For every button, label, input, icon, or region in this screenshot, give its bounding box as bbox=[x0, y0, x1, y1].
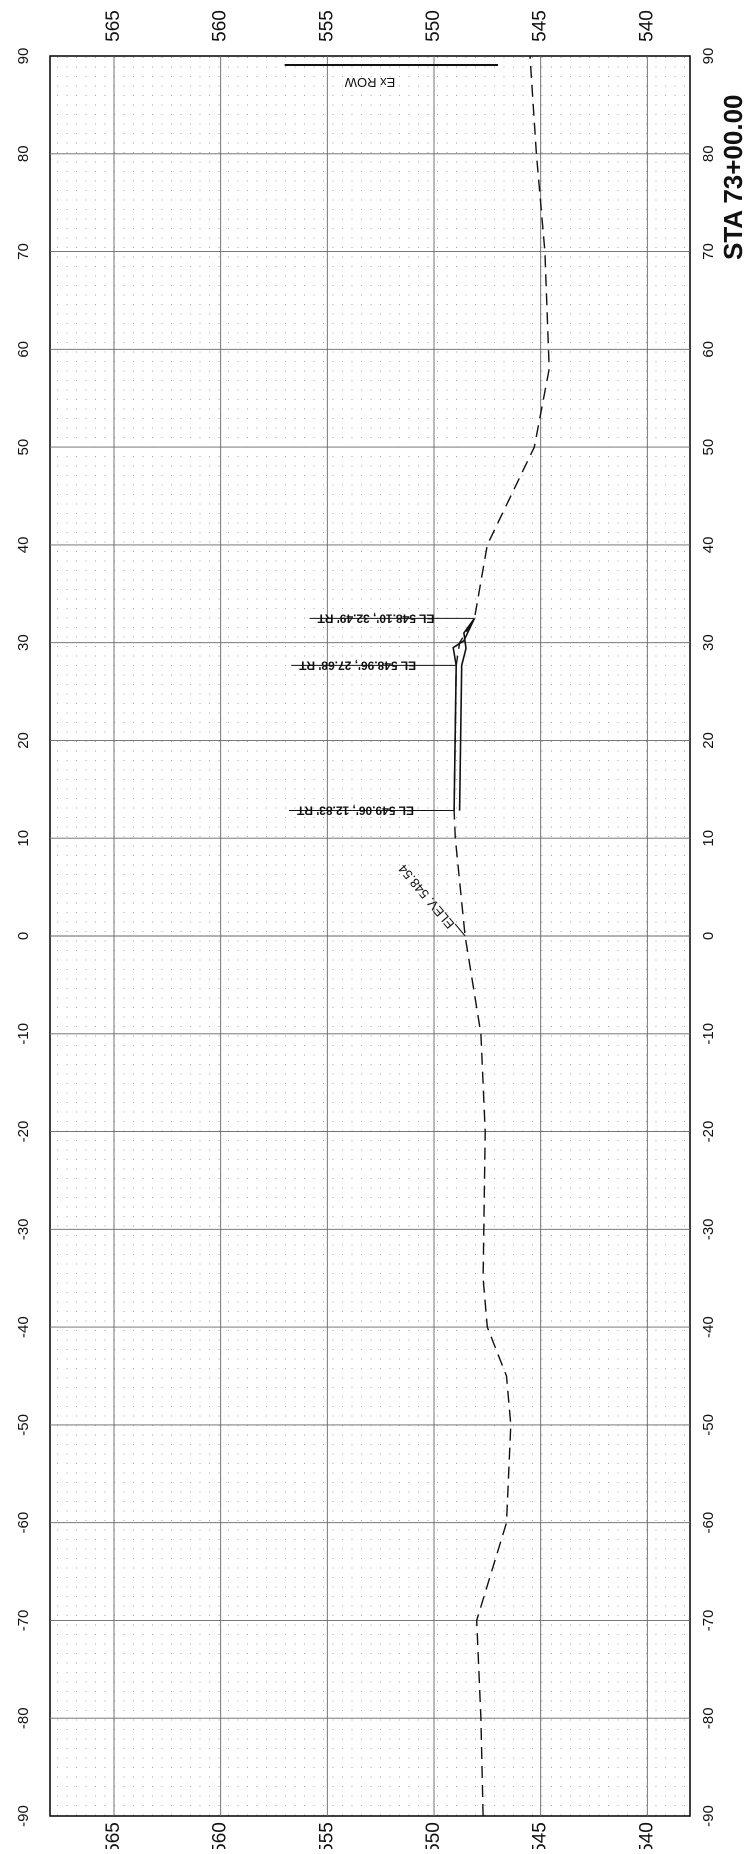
tick-labels: -90 -90 -80 -80 -70 -70 -60 -60 -50 -50 -40 -40 -30 -… bbox=[15, 10, 717, 1854]
station-title: STA 73+00.00 bbox=[718, 95, 748, 261]
offset-tick-label-right: 20 bbox=[700, 732, 717, 749]
offset-tick-label-left: -10 bbox=[15, 1023, 32, 1045]
offset-tick-label-right: -90 bbox=[700, 1805, 717, 1827]
offset-tick-label-right: -30 bbox=[700, 1218, 717, 1240]
offset-tick-label-left: -70 bbox=[15, 1610, 32, 1632]
offset-tick-label-left: 0 bbox=[15, 932, 32, 940]
offset-tick-label-right: 50 bbox=[700, 439, 717, 456]
offset-tick-label-right: 60 bbox=[700, 341, 717, 358]
offset-tick-label-left: 20 bbox=[15, 732, 32, 749]
elevation-callout: EL 549.06', 12.83' RT bbox=[296, 804, 414, 818]
elevation-tick-label-bottom: 555 bbox=[316, 1822, 337, 1849]
offset-tick-label-right: -80 bbox=[700, 1707, 717, 1729]
offset-tick-label-right: -20 bbox=[700, 1121, 717, 1143]
offset-tick-label-right: 10 bbox=[700, 830, 717, 847]
offset-tick-label-left: 40 bbox=[15, 537, 32, 554]
offset-tick-label-right: -40 bbox=[700, 1316, 717, 1338]
elevation-tick-label-top: 545 bbox=[530, 10, 551, 42]
offset-tick-label-right: -70 bbox=[700, 1610, 717, 1632]
offset-tick-label-left: -50 bbox=[15, 1414, 32, 1436]
offset-tick-label-right: 30 bbox=[700, 634, 717, 651]
offset-tick-label-right: -10 bbox=[700, 1023, 717, 1045]
offset-tick-label-right: 40 bbox=[700, 537, 717, 554]
elevation-tick-label-top: 540 bbox=[636, 10, 657, 42]
offset-tick-label-right: 0 bbox=[700, 932, 717, 940]
offset-tick-label-left: 10 bbox=[15, 830, 32, 847]
existing-ground-line bbox=[453, 55, 550, 1817]
offset-tick-label-left: -20 bbox=[15, 1121, 32, 1143]
offset-tick-label-left: -90 bbox=[15, 1805, 32, 1827]
offset-tick-label-left: 80 bbox=[15, 145, 32, 162]
offset-tick-label-right: 90 bbox=[700, 48, 717, 65]
offset-tick-label-right: 80 bbox=[700, 145, 717, 162]
elevation-tick-label-bottom: 550 bbox=[423, 1822, 444, 1849]
grid-lines bbox=[50, 56, 690, 1816]
offset-tick-label-left: -30 bbox=[15, 1218, 32, 1240]
elevation-tick-label-top: 560 bbox=[210, 10, 231, 42]
elevation-tick-label-bottom: 545 bbox=[530, 1822, 551, 1849]
elevation-tick-label-bottom: 565 bbox=[103, 1822, 124, 1849]
elevation-tick-label-top: 550 bbox=[423, 10, 444, 42]
offset-tick-label-left: 60 bbox=[15, 341, 32, 358]
elevation-tick-label-bottom: 560 bbox=[210, 1822, 231, 1849]
offset-tick-label-left: 90 bbox=[15, 48, 32, 65]
elevation-callout: EL 548.10', 32.49' RT bbox=[317, 611, 435, 625]
elev-leader bbox=[454, 923, 466, 937]
offset-tick-label-left: 50 bbox=[15, 439, 32, 456]
ex-row-label: Ex ROW bbox=[344, 75, 395, 90]
elevation-tick-label-top: 565 bbox=[103, 10, 124, 42]
offset-tick-label-right: 70 bbox=[700, 243, 717, 260]
offset-tick-label-right: -50 bbox=[700, 1414, 717, 1436]
elevation-tick-label-bottom: 540 bbox=[636, 1822, 657, 1849]
elevation-callout: EL 548.96', 27.68' RT bbox=[299, 658, 417, 672]
offset-tick-label-left: 30 bbox=[15, 634, 32, 651]
offset-tick-label-left: -80 bbox=[15, 1707, 32, 1729]
offset-tick-label-left: -60 bbox=[15, 1512, 32, 1534]
offset-tick-label-right: -60 bbox=[700, 1512, 717, 1534]
elevation-tick-label-top: 555 bbox=[316, 10, 337, 42]
offset-tick-label-left: 70 bbox=[15, 243, 32, 260]
offset-tick-label-left: -40 bbox=[15, 1316, 32, 1338]
